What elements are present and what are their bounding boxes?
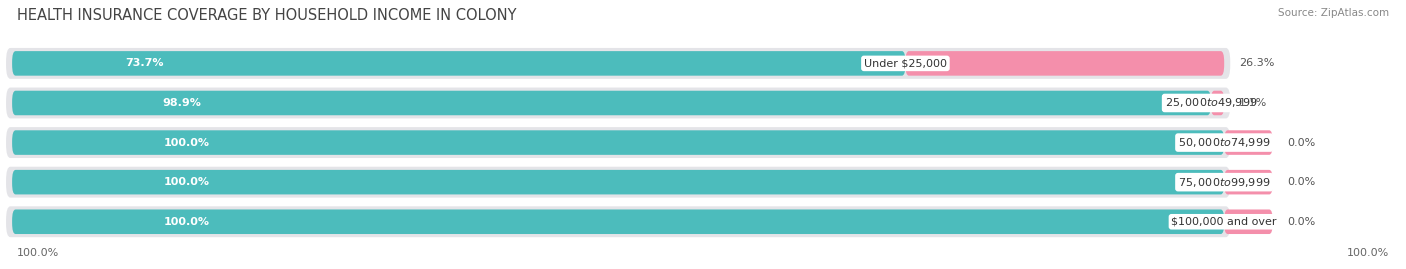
Text: 100.0%: 100.0% xyxy=(1347,248,1389,258)
FancyBboxPatch shape xyxy=(6,206,1230,237)
Text: 1.1%: 1.1% xyxy=(1239,98,1267,108)
Text: 0.0%: 0.0% xyxy=(1288,137,1316,148)
FancyBboxPatch shape xyxy=(6,87,1230,118)
FancyBboxPatch shape xyxy=(6,48,1230,79)
Text: 26.3%: 26.3% xyxy=(1239,58,1274,68)
FancyBboxPatch shape xyxy=(13,170,1225,194)
Text: 0.0%: 0.0% xyxy=(1288,177,1316,187)
FancyBboxPatch shape xyxy=(13,91,1211,115)
Text: $100,000 and over: $100,000 and over xyxy=(1171,217,1277,227)
Text: $25,000 to $49,999: $25,000 to $49,999 xyxy=(1164,97,1257,109)
Text: 100.0%: 100.0% xyxy=(17,248,59,258)
Text: 0.0%: 0.0% xyxy=(1288,217,1316,227)
Text: Source: ZipAtlas.com: Source: ZipAtlas.com xyxy=(1278,8,1389,18)
Text: 100.0%: 100.0% xyxy=(163,137,209,148)
Text: 100.0%: 100.0% xyxy=(163,217,209,227)
FancyBboxPatch shape xyxy=(13,130,1225,155)
Text: Under $25,000: Under $25,000 xyxy=(863,58,946,68)
Text: HEALTH INSURANCE COVERAGE BY HOUSEHOLD INCOME IN COLONY: HEALTH INSURANCE COVERAGE BY HOUSEHOLD I… xyxy=(17,8,516,23)
Text: $50,000 to $74,999: $50,000 to $74,999 xyxy=(1178,136,1271,149)
FancyBboxPatch shape xyxy=(13,51,905,76)
FancyBboxPatch shape xyxy=(13,210,1225,234)
FancyBboxPatch shape xyxy=(1225,130,1272,155)
FancyBboxPatch shape xyxy=(6,127,1230,158)
FancyBboxPatch shape xyxy=(6,167,1230,198)
FancyBboxPatch shape xyxy=(1211,91,1225,115)
Text: 98.9%: 98.9% xyxy=(162,98,201,108)
Text: $75,000 to $99,999: $75,000 to $99,999 xyxy=(1178,176,1271,189)
FancyBboxPatch shape xyxy=(1225,210,1272,234)
Text: 100.0%: 100.0% xyxy=(163,177,209,187)
Text: 73.7%: 73.7% xyxy=(125,58,165,68)
FancyBboxPatch shape xyxy=(1225,170,1272,194)
FancyBboxPatch shape xyxy=(905,51,1225,76)
